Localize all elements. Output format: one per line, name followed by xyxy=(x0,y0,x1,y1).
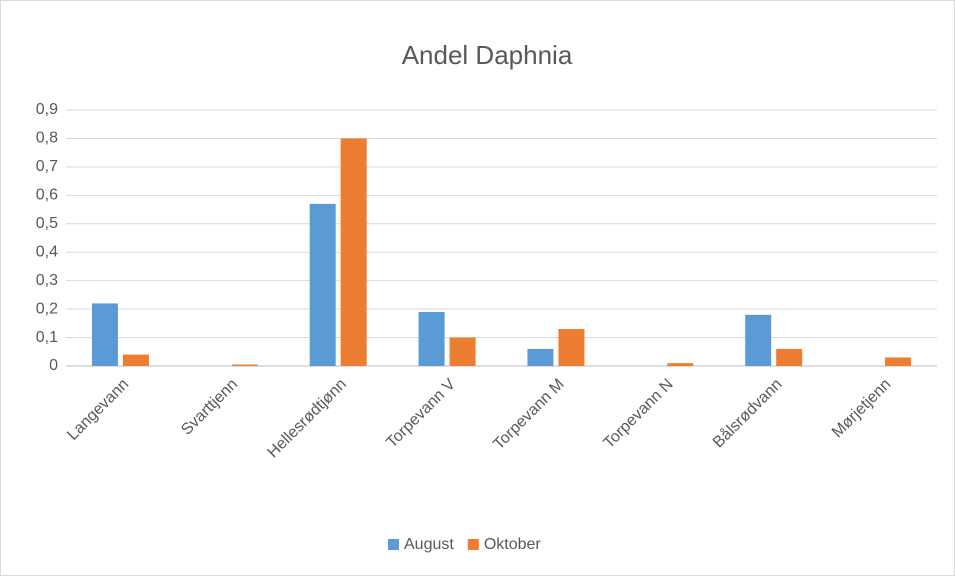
legend-label: August xyxy=(404,536,454,553)
bar xyxy=(231,364,258,366)
legend-swatch xyxy=(467,539,479,550)
legend-swatch xyxy=(388,539,399,550)
bar xyxy=(340,138,367,366)
y-tick-label: 0,4 xyxy=(36,243,58,260)
bar xyxy=(745,314,772,366)
bar xyxy=(418,311,445,366)
y-tick-label: 0,5 xyxy=(36,215,58,232)
bar xyxy=(91,303,118,366)
y-tick-label: 0,8 xyxy=(36,130,58,147)
bar xyxy=(667,363,694,366)
legend-label: Oktober xyxy=(484,536,542,553)
y-tick-label: 0,6 xyxy=(36,187,58,204)
bar xyxy=(122,354,149,366)
y-tick-label: 0,7 xyxy=(36,158,58,175)
y-tick-label: 0,3 xyxy=(36,272,58,289)
bar xyxy=(527,348,554,366)
bar xyxy=(776,348,803,366)
bar xyxy=(558,329,585,366)
bar xyxy=(885,357,912,366)
y-tick-label: 0,9 xyxy=(36,101,58,118)
bar xyxy=(449,337,476,366)
y-tick-label: 0,2 xyxy=(36,300,58,317)
bar xyxy=(309,203,336,366)
y-tick-label: 0 xyxy=(49,357,58,374)
chart-title: Andel Daphnia xyxy=(402,40,573,70)
y-tick-label: 0,1 xyxy=(36,329,58,346)
